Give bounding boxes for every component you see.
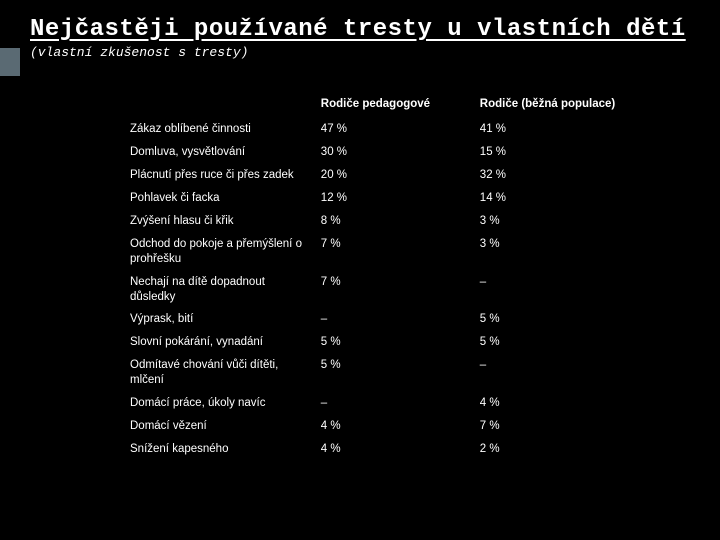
row-value: 41 % — [480, 118, 660, 141]
table-row: Plácnutí přes ruce či přes zadek20 %32 % — [130, 164, 660, 187]
row-value: 5 % — [321, 354, 480, 392]
page-subtitle: (vlastní zkušenost s tresty) — [30, 45, 690, 60]
row-value: – — [480, 354, 660, 392]
table-row: Výprask, bití–5 % — [130, 308, 660, 331]
row-value: 7 % — [480, 415, 660, 438]
table-row: Domluva, vysvětlování30 %15 % — [130, 141, 660, 164]
row-value: 8 % — [321, 210, 480, 233]
row-value: 3 % — [480, 233, 660, 271]
table-row: Domácí práce, úkoly navíc–4 % — [130, 392, 660, 415]
accent-bar — [0, 48, 20, 76]
page-title: Nejčastěji používané tresty u vlastních … — [30, 16, 690, 43]
table-row: Zákaz oblíbené činnosti47 %41 % — [130, 118, 660, 141]
row-value: 4 % — [321, 415, 480, 438]
row-label: Slovní pokárání, vynadání — [130, 331, 321, 354]
row-label: Nechají na dítě dopadnout důsledky — [130, 271, 321, 309]
row-value: 7 % — [321, 271, 480, 309]
col-header-blank — [130, 94, 321, 118]
row-value: 12 % — [321, 187, 480, 210]
table-header-row: Rodiče pedagogové Rodiče (běžná populace… — [130, 94, 660, 118]
row-label: Zvýšení hlasu či křik — [130, 210, 321, 233]
table-row: Odchod do pokoje a přemýšlení o prohřešk… — [130, 233, 660, 271]
row-value: 32 % — [480, 164, 660, 187]
row-value: 15 % — [480, 141, 660, 164]
row-label: Domácí vězení — [130, 415, 321, 438]
row-value: 5 % — [321, 331, 480, 354]
col-header-pedagogove: Rodiče pedagogové — [321, 94, 480, 118]
row-value: 47 % — [321, 118, 480, 141]
row-label: Pohlavek či facka — [130, 187, 321, 210]
row-label: Odmítavé chování vůči dítěti, mlčení — [130, 354, 321, 392]
row-value: 5 % — [480, 308, 660, 331]
row-value: – — [321, 392, 480, 415]
slide-header: Nejčastěji používané tresty u vlastních … — [0, 0, 720, 64]
table-row: Nechají na dítě dopadnout důsledky7 %– — [130, 271, 660, 309]
row-label: Odchod do pokoje a přemýšlení o prohřešk… — [130, 233, 321, 271]
table-row: Slovní pokárání, vynadání5 %5 % — [130, 331, 660, 354]
row-value: – — [321, 308, 480, 331]
table-row: Pohlavek či facka12 %14 % — [130, 187, 660, 210]
row-label: Plácnutí přes ruce či přes zadek — [130, 164, 321, 187]
table-row: Domácí vězení4 %7 % — [130, 415, 660, 438]
row-label: Domácí práce, úkoly navíc — [130, 392, 321, 415]
row-value: 5 % — [480, 331, 660, 354]
row-value: 20 % — [321, 164, 480, 187]
table-row: Snížení kapesného4 %2 % — [130, 438, 660, 461]
row-value: 30 % — [321, 141, 480, 164]
row-value: 2 % — [480, 438, 660, 461]
data-table: Rodiče pedagogové Rodiče (běžná populace… — [130, 94, 660, 461]
row-value: 4 % — [321, 438, 480, 461]
row-label: Snížení kapesného — [130, 438, 321, 461]
row-value: 3 % — [480, 210, 660, 233]
table-row: Odmítavé chování vůči dítěti, mlčení5 %– — [130, 354, 660, 392]
row-label: Výprask, bití — [130, 308, 321, 331]
table-row: Zvýšení hlasu či křik8 %3 % — [130, 210, 660, 233]
row-label: Domluva, vysvětlování — [130, 141, 321, 164]
row-value: – — [480, 271, 660, 309]
row-value: 4 % — [480, 392, 660, 415]
row-label: Zákaz oblíbené činnosti — [130, 118, 321, 141]
row-value: 7 % — [321, 233, 480, 271]
table-container: Rodiče pedagogové Rodiče (běžná populace… — [0, 64, 720, 471]
col-header-populace: Rodiče (běžná populace) — [480, 94, 660, 118]
row-value: 14 % — [480, 187, 660, 210]
